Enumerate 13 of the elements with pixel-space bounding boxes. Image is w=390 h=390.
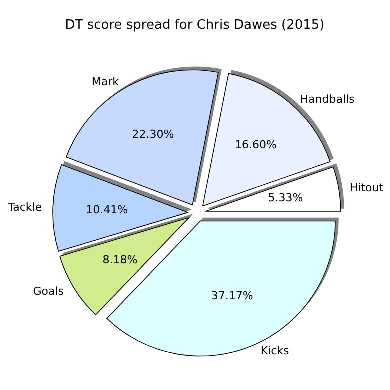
data-label: 37.17% xyxy=(211,289,254,302)
slice-label: Handballs xyxy=(300,93,356,106)
slice-label: Mark xyxy=(92,75,120,88)
slice-label: Kicks xyxy=(260,344,290,358)
slice-label: Hitout xyxy=(350,182,384,194)
data-label: 16.60% xyxy=(234,138,277,152)
data-label: 22.30% xyxy=(132,128,174,141)
data-label: 8.18% xyxy=(102,253,138,266)
data-label: 5.33% xyxy=(268,192,304,204)
data-label: 10.41% xyxy=(86,203,128,216)
chart-title: DT score spread for Chris Dawes (2015) xyxy=(65,18,325,33)
slice-label: Tackle xyxy=(7,201,42,214)
slice-label: Goals xyxy=(33,284,64,298)
